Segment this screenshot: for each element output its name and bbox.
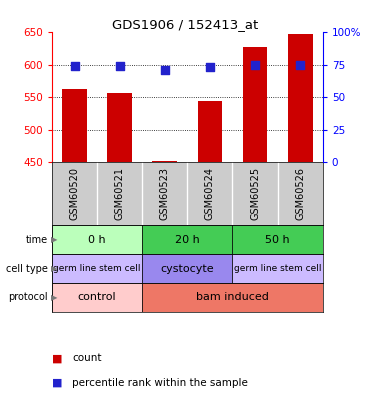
Bar <box>233 226 323 254</box>
Text: GSM60520: GSM60520 <box>69 167 79 220</box>
Point <box>207 64 213 70</box>
Bar <box>107 93 132 162</box>
Text: protocol: protocol <box>9 292 48 303</box>
Point <box>252 62 258 68</box>
Text: ▶: ▶ <box>50 293 57 302</box>
Bar <box>62 89 87 162</box>
Bar <box>142 283 323 312</box>
Bar <box>233 254 323 283</box>
Text: cystocyte: cystocyte <box>161 264 214 274</box>
Text: GSM60526: GSM60526 <box>295 167 305 220</box>
Text: GSM60523: GSM60523 <box>160 167 170 220</box>
Bar <box>52 283 142 312</box>
Point <box>297 62 303 68</box>
Text: GSM60524: GSM60524 <box>205 167 215 220</box>
Point <box>72 63 78 69</box>
Text: germ line stem cell: germ line stem cell <box>234 264 321 273</box>
Text: ▶: ▶ <box>50 235 57 244</box>
Bar <box>152 161 177 162</box>
Text: cell type: cell type <box>6 264 48 274</box>
Text: time: time <box>26 235 48 245</box>
Bar <box>52 254 142 283</box>
Bar <box>243 47 267 162</box>
Bar <box>142 226 233 254</box>
Text: 50 h: 50 h <box>265 235 290 245</box>
Text: bam induced: bam induced <box>196 292 269 303</box>
Bar <box>142 254 233 283</box>
Text: 0 h: 0 h <box>88 235 106 245</box>
Point <box>162 67 168 73</box>
Bar <box>197 101 222 162</box>
Text: ▶: ▶ <box>50 264 57 273</box>
Text: control: control <box>78 292 116 303</box>
Bar <box>288 34 313 162</box>
Text: percentile rank within the sample: percentile rank within the sample <box>72 378 248 388</box>
Text: ■: ■ <box>52 378 62 388</box>
Bar <box>52 226 142 254</box>
Text: GDS1906 / 152413_at: GDS1906 / 152413_at <box>112 18 259 31</box>
Text: GSM60521: GSM60521 <box>115 167 125 220</box>
Text: ■: ■ <box>52 354 62 363</box>
Text: germ line stem cell: germ line stem cell <box>53 264 141 273</box>
Point <box>117 63 123 69</box>
Text: GSM60525: GSM60525 <box>250 167 260 220</box>
Text: count: count <box>72 354 102 363</box>
Text: 20 h: 20 h <box>175 235 200 245</box>
